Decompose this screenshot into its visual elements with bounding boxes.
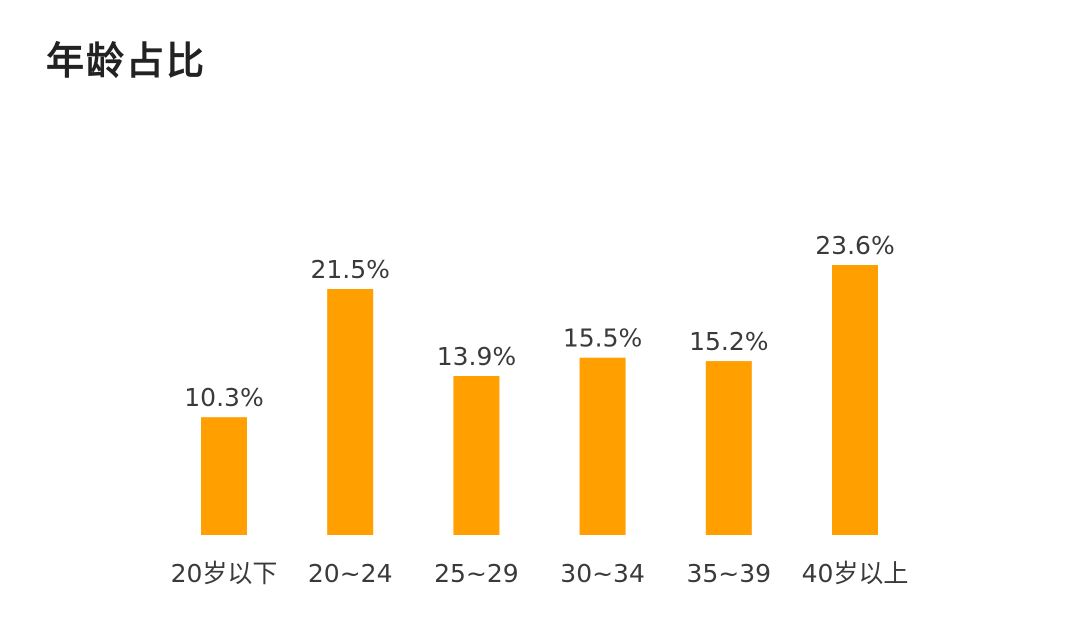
category-label-4: 30~34	[560, 559, 645, 588]
value-label-3: 13.9%	[437, 342, 516, 371]
bar-6	[832, 265, 878, 535]
category-label-3: 25~29	[434, 559, 519, 588]
value-label-2: 21.5%	[310, 255, 389, 284]
chart-title: 年龄占比	[46, 39, 207, 83]
bar-1	[201, 417, 247, 535]
value-label-4: 15.5%	[563, 324, 642, 353]
bar-4	[579, 357, 626, 535]
bar-5	[705, 361, 752, 535]
bar-3	[453, 376, 500, 535]
category-label-5: 35~39	[687, 559, 772, 588]
value-label-1: 10.3%	[184, 383, 263, 412]
category-label-2: 20~24	[308, 559, 393, 588]
category-label-6: 40岁以上	[802, 559, 909, 588]
bar-2	[327, 289, 374, 535]
category-label-1: 20岁以下	[171, 559, 278, 588]
value-label-6: 23.6%	[815, 231, 894, 260]
value-label-5: 15.2%	[689, 327, 768, 356]
